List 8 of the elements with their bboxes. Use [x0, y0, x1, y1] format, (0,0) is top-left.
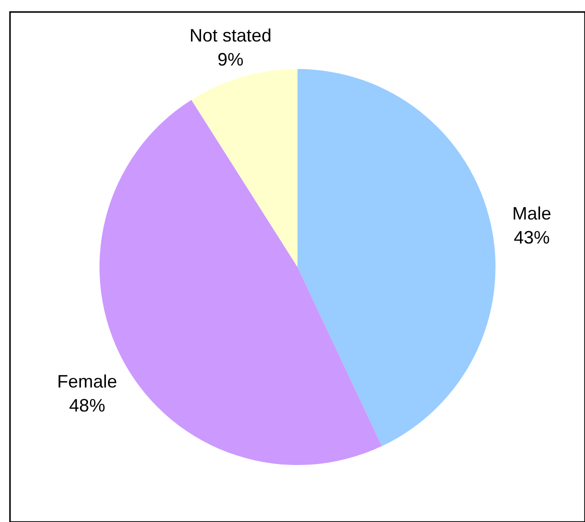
data-label: 48% — [69, 396, 106, 416]
slice-label: Not stated — [190, 26, 272, 46]
data-label: 43% — [514, 228, 550, 248]
data-label: 9% — [218, 50, 244, 70]
slice-label: Female — [57, 372, 118, 392]
slice-label: Male — [512, 204, 552, 224]
pie-slice — [191, 69, 298, 267]
pie-slice — [298, 69, 496, 446]
